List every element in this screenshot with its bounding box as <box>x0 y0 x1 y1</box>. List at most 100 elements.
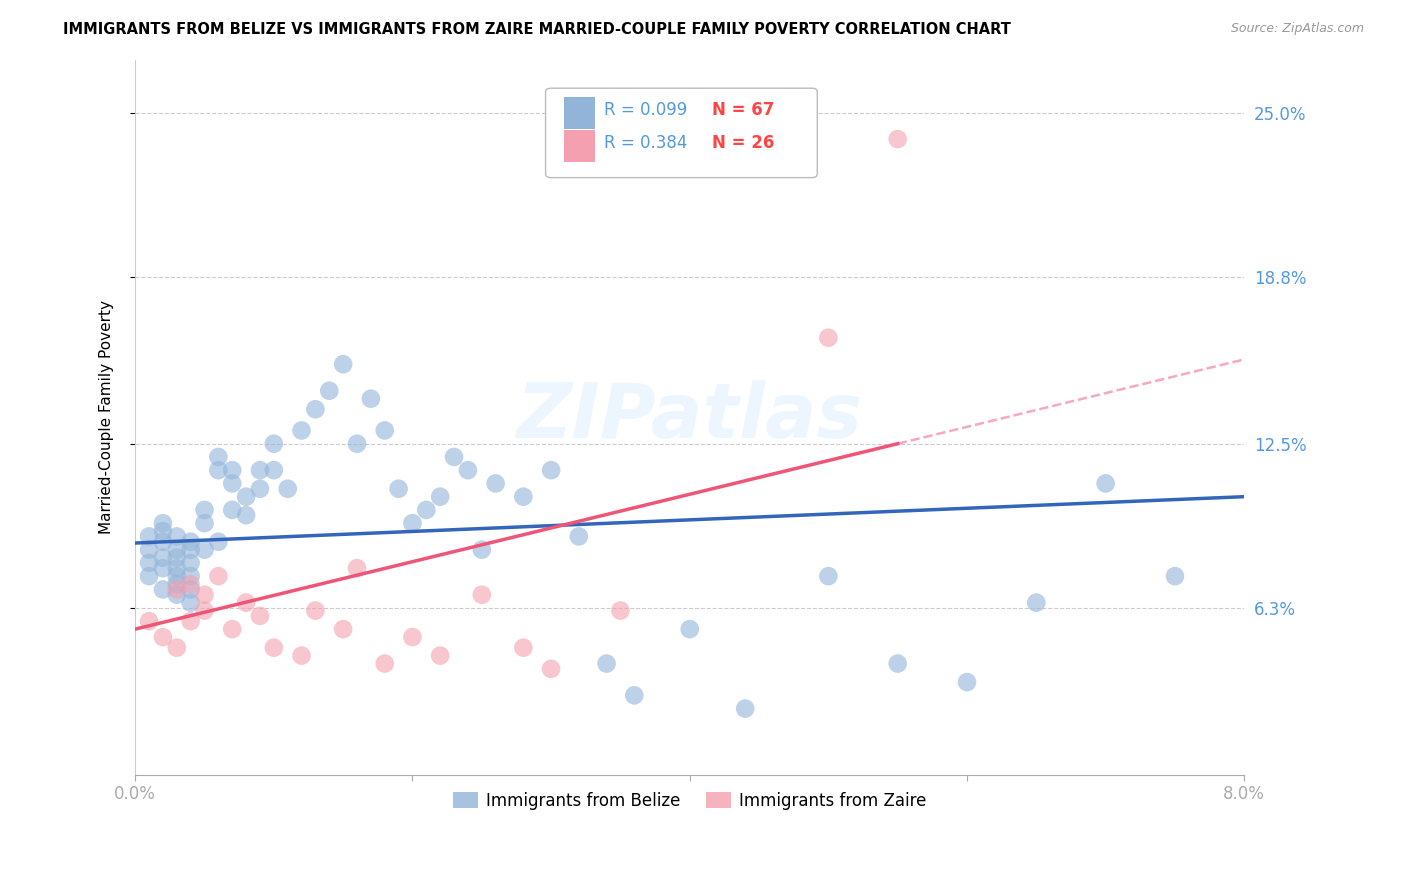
Point <box>429 648 451 663</box>
Point <box>180 534 202 549</box>
Point <box>249 463 271 477</box>
Point <box>443 450 465 464</box>
Point <box>512 490 534 504</box>
Point <box>180 542 202 557</box>
Point <box>193 503 215 517</box>
Point <box>623 689 645 703</box>
FancyBboxPatch shape <box>546 88 817 178</box>
Point <box>152 630 174 644</box>
FancyBboxPatch shape <box>564 129 596 161</box>
Point <box>886 657 908 671</box>
Point <box>207 463 229 477</box>
Text: R = 0.384: R = 0.384 <box>605 135 688 153</box>
Y-axis label: Married-Couple Family Poverty: Married-Couple Family Poverty <box>100 301 114 534</box>
Point <box>1025 596 1047 610</box>
Point <box>263 463 285 477</box>
Point <box>332 622 354 636</box>
Point <box>679 622 702 636</box>
Text: N = 26: N = 26 <box>711 135 775 153</box>
Point <box>193 588 215 602</box>
Point <box>956 675 979 690</box>
Point <box>180 596 202 610</box>
Point <box>263 436 285 450</box>
Point <box>152 550 174 565</box>
Point <box>138 556 160 570</box>
Point <box>374 657 396 671</box>
Point <box>360 392 382 406</box>
Point <box>263 640 285 655</box>
Point <box>429 490 451 504</box>
Point <box>1164 569 1187 583</box>
Point <box>734 701 756 715</box>
Point <box>817 331 839 345</box>
Point <box>166 561 188 575</box>
Point <box>290 424 312 438</box>
Point <box>401 630 423 644</box>
Point <box>332 357 354 371</box>
Point <box>1094 476 1116 491</box>
Point <box>138 529 160 543</box>
Point <box>180 569 202 583</box>
Point <box>166 569 188 583</box>
Legend: Immigrants from Belize, Immigrants from Zaire: Immigrants from Belize, Immigrants from … <box>446 785 934 816</box>
Point <box>166 588 188 602</box>
Point <box>609 604 631 618</box>
Point <box>207 569 229 583</box>
Point <box>346 436 368 450</box>
Point <box>540 463 562 477</box>
Point <box>166 529 188 543</box>
Point <box>471 588 494 602</box>
Point <box>166 550 188 565</box>
Point <box>290 648 312 663</box>
Text: ZIPatlas: ZIPatlas <box>517 380 863 454</box>
Point <box>221 463 243 477</box>
Point <box>457 463 479 477</box>
Point <box>485 476 508 491</box>
Point <box>512 640 534 655</box>
Point <box>221 503 243 517</box>
Point <box>415 503 437 517</box>
Text: R = 0.099: R = 0.099 <box>605 101 688 119</box>
FancyBboxPatch shape <box>564 97 596 129</box>
Point <box>595 657 617 671</box>
Point <box>152 561 174 575</box>
Point <box>180 556 202 570</box>
Point <box>138 542 160 557</box>
Point <box>540 662 562 676</box>
Point <box>277 482 299 496</box>
Point <box>180 582 202 597</box>
Point <box>346 561 368 575</box>
Point <box>207 450 229 464</box>
Point <box>471 542 494 557</box>
Point <box>388 482 411 496</box>
Point <box>193 604 215 618</box>
Text: N = 67: N = 67 <box>711 101 775 119</box>
Point <box>318 384 340 398</box>
Point <box>207 534 229 549</box>
Point <box>249 482 271 496</box>
Point <box>235 490 257 504</box>
Point <box>152 524 174 538</box>
Point <box>568 529 591 543</box>
Point <box>817 569 839 583</box>
Text: IMMIGRANTS FROM BELIZE VS IMMIGRANTS FROM ZAIRE MARRIED-COUPLE FAMILY POVERTY CO: IMMIGRANTS FROM BELIZE VS IMMIGRANTS FRO… <box>63 22 1011 37</box>
Point <box>152 582 174 597</box>
Point <box>152 534 174 549</box>
Point <box>166 542 188 557</box>
Point <box>193 542 215 557</box>
Text: Source: ZipAtlas.com: Source: ZipAtlas.com <box>1230 22 1364 36</box>
Point <box>138 569 160 583</box>
Point <box>235 596 257 610</box>
Point <box>235 508 257 523</box>
Point <box>221 622 243 636</box>
Point <box>138 614 160 628</box>
Point <box>180 614 202 628</box>
Point <box>304 402 326 417</box>
Point <box>221 476 243 491</box>
Point <box>249 608 271 623</box>
Point <box>152 516 174 531</box>
Point <box>180 577 202 591</box>
Point <box>304 604 326 618</box>
Point <box>166 582 188 597</box>
Point <box>886 132 908 146</box>
